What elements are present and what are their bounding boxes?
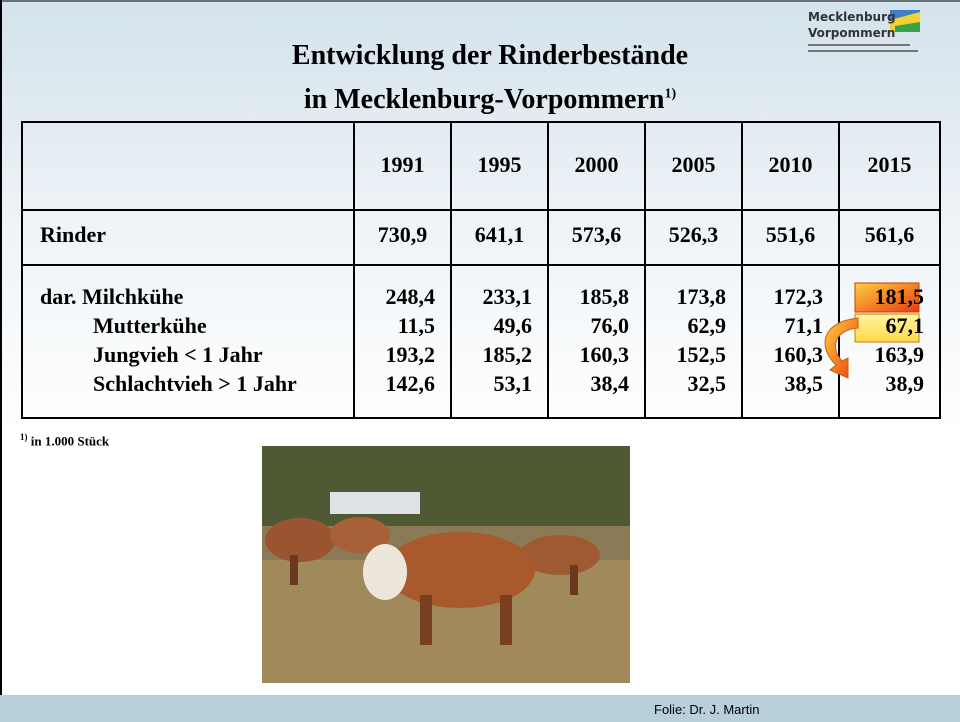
cell-value: 181,5 <box>874 284 925 309</box>
cell-value: 67,1 <box>885 313 925 338</box>
cell-value: 193,2 <box>385 342 436 367</box>
cell-value: 248,4 <box>385 284 436 309</box>
cow-photo <box>262 446 630 683</box>
cell-value: 142,6 <box>385 371 436 396</box>
cell-value: 551,6 <box>765 222 816 247</box>
arrow <box>824 317 859 379</box>
cell-value: 152,5 <box>676 342 727 367</box>
cell-value: 233,1 <box>482 284 533 309</box>
row-label: Schlachtvieh > 1 Jahr <box>93 371 297 396</box>
row-label: Mutterkühe <box>93 313 207 338</box>
row-label: Rinder <box>40 222 106 247</box>
column-header: 2005 <box>671 152 716 177</box>
cell-value: 185,8 <box>579 284 630 309</box>
cell-value: 641,1 <box>474 222 525 247</box>
table-grid <box>21 121 941 419</box>
cell-value: 526,3 <box>668 222 719 247</box>
cell-value: 163,9 <box>874 342 925 367</box>
cell-value: 32,5 <box>687 371 727 396</box>
cell-value: 172,3 <box>773 284 824 309</box>
cell-value: 38,9 <box>885 371 925 396</box>
logo-icon <box>890 10 920 32</box>
logo-text: Vorpommern <box>808 26 896 40</box>
column-header: 1991 <box>380 152 425 177</box>
title-text: in Mecklenburg-Vorpommern <box>303 84 665 115</box>
column-header: 2000 <box>574 152 619 177</box>
footnote-text: in 1.000 Stück <box>30 433 110 449</box>
cell-value: 173,8 <box>676 284 727 309</box>
column-header: 1995 <box>477 152 522 177</box>
cell-value: 573,6 <box>571 222 622 247</box>
column-header: 2015 <box>867 152 912 177</box>
cell-value: 49,6 <box>493 313 533 338</box>
cell-value: 38,5 <box>784 371 824 396</box>
cell-value: 561,6 <box>864 222 915 247</box>
footer-text: Folie: Dr. J. Martin <box>654 702 760 717</box>
cell-value: 185,2 <box>482 342 533 367</box>
footer-band <box>0 695 960 722</box>
title-note: 1) <box>664 86 677 102</box>
cell-value: 71,1 <box>784 313 824 338</box>
column-header: 2010 <box>768 152 813 177</box>
highlight-box <box>854 313 920 343</box>
cell-value: 11,5 <box>397 313 435 338</box>
title: Entwicklung der Rinderbestände <box>291 40 689 71</box>
cell-value: 62,9 <box>687 313 727 338</box>
footnote: 1) in 1.000 Stück <box>20 432 109 449</box>
highlight-box <box>854 282 920 313</box>
cell-value: 38,4 <box>590 371 630 396</box>
cell-value: 730,9 <box>377 222 428 247</box>
logo-small-text <box>808 44 918 52</box>
row-label: Jungvieh < 1 Jahr <box>93 342 263 367</box>
cell-value: 76,0 <box>590 313 630 338</box>
cell-value: 53,1 <box>493 371 533 396</box>
logo-text: Mecklenburg <box>808 10 896 24</box>
title: in Mecklenburg-Vorpommern1) <box>200 84 780 116</box>
cell-value: 160,3 <box>579 342 630 367</box>
footnote-mark: 1) <box>20 432 28 442</box>
cell-value: 160,3 <box>773 342 824 367</box>
row-label: dar. Milchkühe <box>40 284 184 309</box>
